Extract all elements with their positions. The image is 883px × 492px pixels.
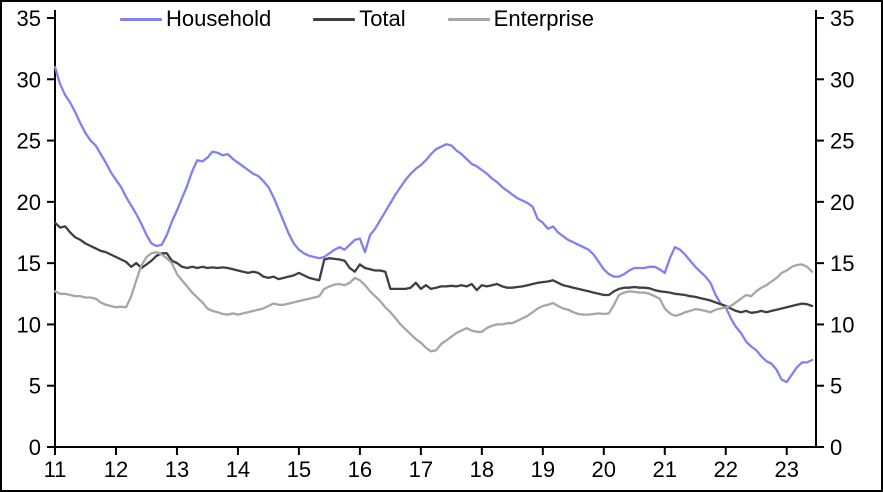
x-axis-tick-label: 19 bbox=[531, 457, 555, 482]
x-axis-tick-label: 13 bbox=[165, 457, 189, 482]
legend-swatch-enterprise bbox=[447, 17, 490, 21]
x-axis-tick-label: 16 bbox=[348, 457, 372, 482]
x-axis-tick-label: 17 bbox=[409, 457, 433, 482]
y-axis-right-tick-label: 35 bbox=[830, 6, 854, 31]
legend-label-total: Total bbox=[359, 6, 406, 31]
legend-item-enterprise: Enterprise bbox=[447, 6, 594, 31]
y-axis-left-tick-label: 15 bbox=[17, 251, 41, 276]
x-axis-tick-label: 23 bbox=[774, 457, 798, 482]
x-axis-tick-label: 18 bbox=[470, 457, 494, 482]
y-axis-right-tick-label: 0 bbox=[830, 435, 842, 460]
x-axis-tick-label: 15 bbox=[287, 457, 311, 482]
x-axis-tick-label: 12 bbox=[104, 457, 128, 482]
legend-swatch-household bbox=[120, 17, 162, 21]
x-axis-tick-label: 21 bbox=[653, 457, 677, 482]
y-axis-left-tick-label: 5 bbox=[29, 374, 41, 399]
y-axis-right-tick-label: 10 bbox=[830, 312, 854, 337]
x-axis-tick-label: 22 bbox=[714, 457, 738, 482]
y-axis-left-tick-label: 35 bbox=[17, 6, 41, 31]
x-axis-tick-label: 14 bbox=[226, 457, 250, 482]
total-series-line bbox=[53, 221, 814, 314]
y-axis-right-tick-label: 15 bbox=[830, 251, 854, 276]
y-axis-left-tick-label: 10 bbox=[17, 312, 41, 337]
y-axis-left-tick-label: 20 bbox=[17, 190, 41, 215]
y-axis-right-tick-label: 25 bbox=[830, 129, 854, 154]
legend-label-enterprise: Enterprise bbox=[493, 6, 594, 31]
legend: Household Total Enterprise bbox=[2, 6, 881, 31]
x-axis-tick-label: 11 bbox=[44, 457, 67, 482]
y-axis-right-tick-label: 20 bbox=[830, 190, 854, 215]
enterprise-series-line bbox=[53, 250, 814, 353]
y-axis-left-tick-label: 25 bbox=[17, 129, 41, 154]
legend-label-household: Household bbox=[166, 6, 272, 31]
y-axis-left-tick-label: 30 bbox=[17, 67, 41, 92]
x-axis-tick-label: 20 bbox=[592, 457, 616, 482]
y-axis-right-tick-label: 30 bbox=[830, 67, 854, 92]
legend-item-household: Household bbox=[120, 6, 272, 31]
legend-item-total: Total bbox=[313, 6, 406, 31]
household-series-line bbox=[53, 65, 814, 384]
y-axis-left-tick-label: 0 bbox=[29, 435, 41, 460]
legend-swatch-total bbox=[313, 17, 356, 21]
y-axis-right-tick-label: 5 bbox=[830, 374, 842, 399]
